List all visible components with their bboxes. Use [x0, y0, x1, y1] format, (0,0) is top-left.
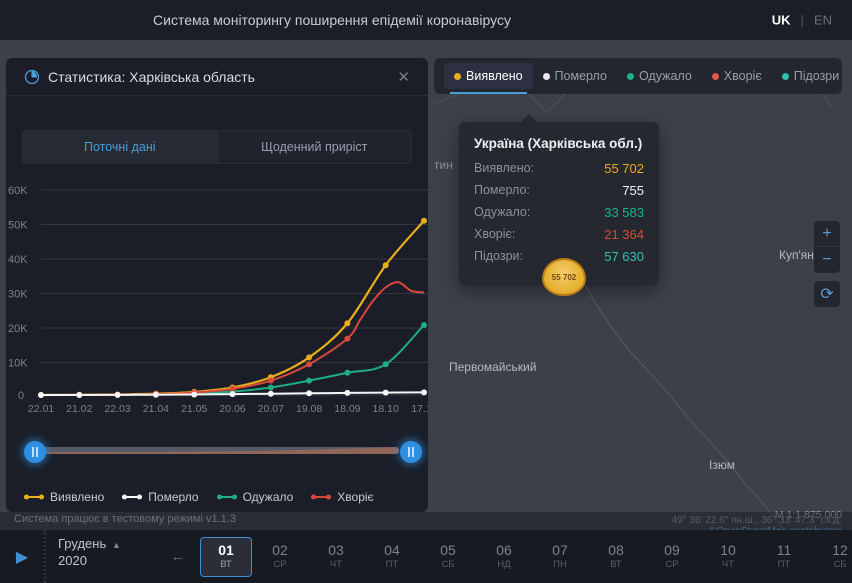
svg-text:60K: 60K — [8, 185, 28, 197]
svg-text:50K: 50K — [8, 220, 28, 232]
svg-text:21.02: 21.02 — [66, 403, 92, 415]
svg-text:19.08: 19.08 — [296, 403, 322, 415]
svg-text:18.10: 18.10 — [373, 403, 399, 415]
svg-text:0: 0 — [18, 390, 24, 402]
svg-text:20.07: 20.07 — [258, 403, 284, 415]
svg-text:18.09: 18.09 — [334, 403, 360, 415]
svg-text:10K: 10K — [8, 358, 28, 370]
svg-text:22.03: 22.03 — [104, 403, 130, 415]
svg-text:30K: 30K — [8, 289, 28, 301]
svg-text:20K: 20K — [8, 323, 28, 335]
svg-text:22.01: 22.01 — [28, 403, 54, 415]
svg-text:21.04: 21.04 — [143, 403, 169, 415]
svg-text:20.06: 20.06 — [219, 403, 245, 415]
svg-text:17.11: 17.11 — [411, 403, 428, 415]
svg-text:21.05: 21.05 — [181, 403, 207, 415]
svg-text:40K: 40K — [8, 254, 28, 266]
